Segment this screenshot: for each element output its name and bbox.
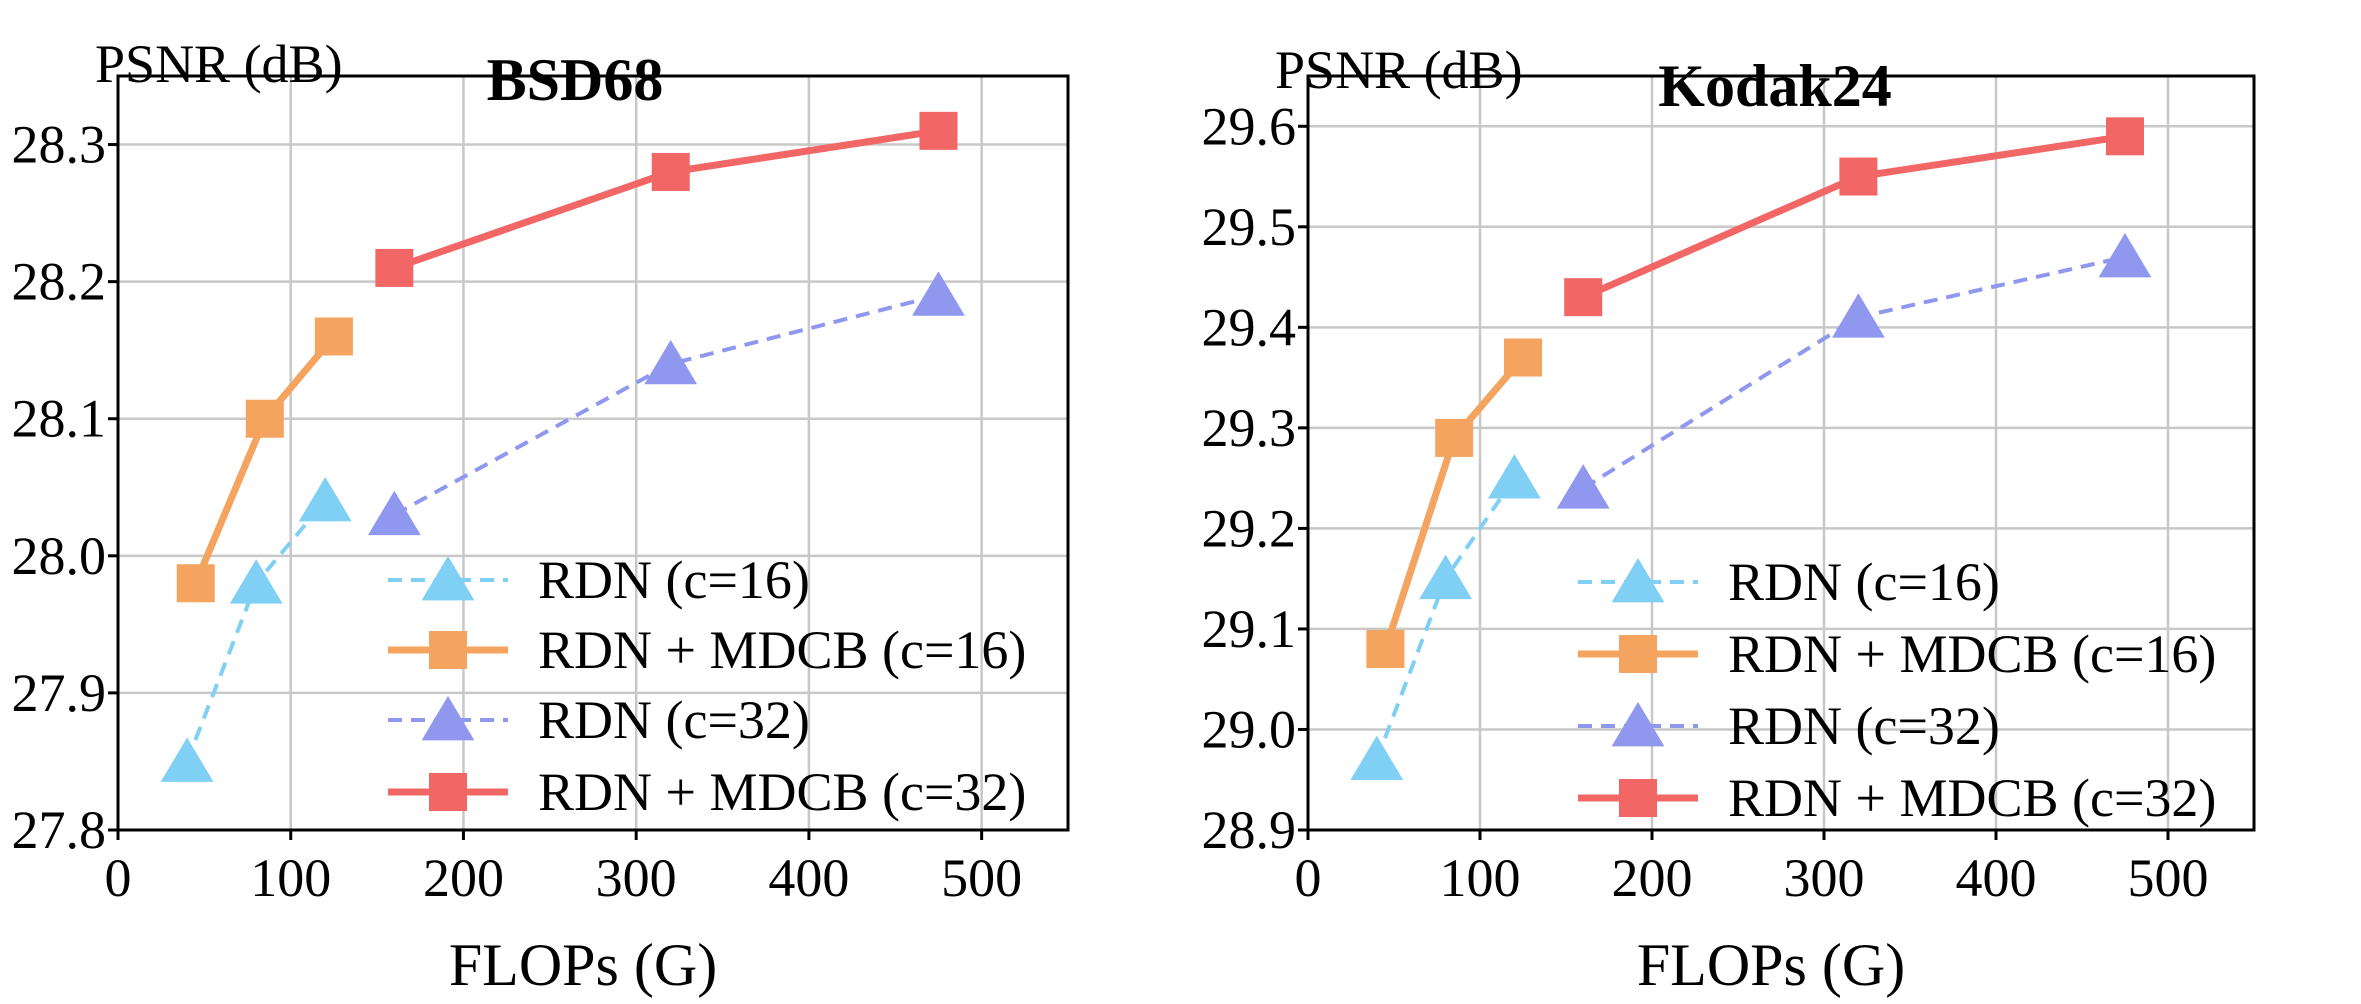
x-tick-label: 100 [250,848,331,908]
x-tick-label: 500 [941,848,1022,908]
y-tick-label: 29.3 [1202,398,1297,458]
legend-swatch-marker [421,556,475,601]
data-point [1504,338,1542,377]
y-tick-label: 28.1 [12,389,107,449]
y-tick-label: 29.2 [1202,498,1297,558]
x-axis-label: FLOPs (G) [1637,932,1905,998]
data-point [2098,232,2152,278]
legend-label: RDN + MDCB (c=16) [1728,624,2216,684]
data-point [651,152,690,191]
x-tick-label: 400 [768,848,849,908]
legend: RDN (c=16) RDN + MDCB (c=16) RDN (c=32) RDN… [388,550,1026,822]
series-line [1582,255,2126,490]
data-point [1488,454,1541,499]
series-line [393,127,939,272]
x-tick-label: 400 [1956,848,2037,908]
y-axis-label: PSNR (dB) [95,34,343,94]
y-tick-label: 28.9 [1202,800,1297,860]
legend-label: RDN (c=32) [1728,696,2000,756]
y-tick-label: 29.0 [1202,699,1297,759]
series-square-3 [1564,117,2144,317]
legend: RDN (c=16) RDN + MDCB (c=16) RDN (c=32) RDN… [1578,552,2216,828]
legend-label: RDN (c=16) [1728,552,2000,612]
legend-label: RDN + MDCB (c=32) [1728,768,2216,828]
data-point [1435,418,1474,457]
data-point [1839,157,1878,196]
legend-swatch-marker [429,773,467,811]
series-triangle-0 [1350,454,1541,781]
legend-label: RDN + MDCB (c=32) [538,762,1026,822]
x-tick-label: 300 [596,848,677,908]
data-point [1556,464,1610,509]
data-point [2106,117,2144,156]
chart-panel-1: 0 100 200 300 400 500 28.9 29.0 29.1 29.2 29.3 29.4… [1202,40,2256,998]
legend-swatch-marker [429,631,467,669]
x-tick-label: 200 [1612,848,1693,908]
y-tick-label: 27.9 [12,663,107,723]
series-triangle-2 [367,271,965,536]
legend-swatch-marker [421,696,475,741]
x-tick-label: 200 [423,848,504,908]
legend-label: RDN (c=16) [538,550,810,610]
data-point [367,490,421,536]
legend-label: RDN + MDCB (c=16) [538,620,1026,680]
y-tick-label: 27.8 [12,800,107,860]
data-point [912,271,965,316]
series-line [185,499,327,763]
y-tick-label: 29.1 [1202,599,1297,659]
data-point [375,248,414,287]
data-point [298,476,352,522]
x-tick-label: 0 [105,848,132,908]
data-point [245,399,284,438]
data-point [314,317,353,356]
x-tick-label: 0 [1295,848,1322,908]
series-triangle-0 [160,476,352,782]
legend-label: RDN (c=32) [538,690,810,750]
legend-swatch-marker [1619,779,1657,817]
legend-swatch-marker [1611,702,1665,747]
series-triangle-2 [1556,232,2152,509]
series-square-1 [176,317,353,603]
series-line [192,334,337,585]
y-tick-label: 29.4 [1202,297,1297,357]
data-point [176,564,215,603]
y-tick-label: 28.3 [12,115,107,175]
x-tick-label: 500 [2128,848,2209,908]
plot-frame [1306,74,2256,832]
chart-title: BSD68 [487,47,664,113]
data-point [644,339,698,385]
x-axis-label: FLOPs (G) [449,932,717,998]
y-tick-label: 28.0 [12,526,107,586]
y-tick-label: 28.2 [12,252,107,312]
series-line [393,293,939,517]
legend-swatch-marker [1611,558,1665,603]
y-axis-label: PSNR (dB) [1275,40,1523,100]
data-point [919,111,958,150]
x-tick-label: 100 [1440,848,1521,908]
y-tick-label: 29.6 [1202,96,1297,156]
y-tick-label: 29.5 [1202,197,1297,257]
data-point [1832,293,1885,338]
data-point [1366,630,1405,669]
legend-swatch-marker [1619,635,1657,673]
data-point [1419,554,1472,600]
series-line [1382,355,1526,651]
series-square-3 [375,111,958,287]
chart-title: Kodak24 [1658,53,1891,119]
series-square-1 [1366,338,1542,669]
data-point [1350,735,1404,781]
plot-frame [116,74,1070,832]
data-point [160,737,214,782]
chart-panel-0: 0 100 200 300 400 500 27.8 27.9 28.0 28.1 28.2 28.3… [12,34,1070,998]
data-point [229,559,283,604]
data-point [1564,278,1603,317]
x-tick-label: 300 [1784,848,1865,908]
